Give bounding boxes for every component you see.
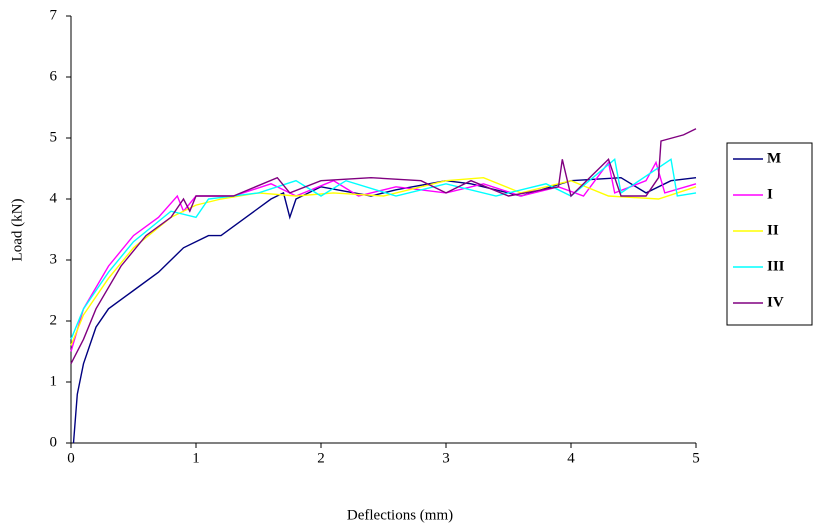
y-axis-label: Load (kN) xyxy=(9,199,25,262)
series-line xyxy=(72,176,697,444)
x-tick-label: 3 xyxy=(442,450,450,466)
series-line xyxy=(70,157,697,340)
y-tick-label: 1 xyxy=(50,373,58,389)
y-tick-label: 2 xyxy=(50,312,58,328)
y-tick-label: 5 xyxy=(50,129,58,145)
y-tick-label: 4 xyxy=(50,190,58,206)
x-tick-label: 1 xyxy=(192,450,200,466)
legend-label: IV xyxy=(767,294,784,310)
legend-label: M xyxy=(767,150,781,166)
y-tick-label: 0 xyxy=(50,434,58,450)
legend-label: II xyxy=(767,222,779,238)
y-tick-label: 6 xyxy=(50,68,58,84)
x-tick-label: 4 xyxy=(567,450,575,466)
x-axis-label: Deflections (mm) xyxy=(347,507,453,523)
x-tick-label: 2 xyxy=(317,450,325,466)
series-line xyxy=(70,176,697,346)
series-line xyxy=(70,160,697,352)
legend-label: I xyxy=(767,186,773,202)
x-tick-label: 0 xyxy=(67,450,75,466)
x-tick-label: 5 xyxy=(692,450,700,466)
y-tick-label: 7 xyxy=(50,7,58,23)
legend-label: III xyxy=(767,258,785,274)
y-tick-label: 3 xyxy=(50,251,58,267)
legend-box xyxy=(726,142,813,326)
series-line xyxy=(70,128,697,365)
